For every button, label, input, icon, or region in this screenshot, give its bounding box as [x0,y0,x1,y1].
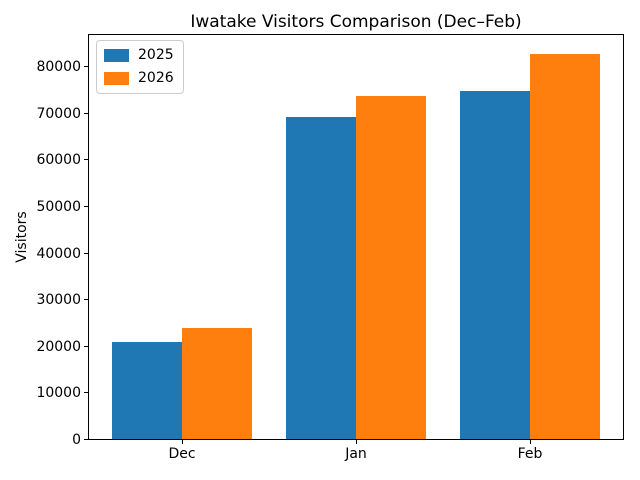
y-tick-mark [84,392,88,393]
bar-2025-jan [286,117,356,439]
bar-2026-jan [356,96,426,439]
bar-2025-feb [460,91,530,439]
x-tick-label: Dec [168,446,196,462]
y-tick-label: 60000 [36,152,81,168]
bar-2026-feb [530,54,600,439]
y-tick-label: 30000 [36,292,81,308]
y-tick-mark [84,253,88,254]
y-tick-label: 40000 [36,246,81,262]
y-tick-label: 10000 [36,385,81,401]
legend-entry: 2026 [104,69,174,88]
y-tick-label: 50000 [36,199,81,215]
legend-swatch-2025 [104,49,129,62]
y-axis-label: Visitors [14,211,30,263]
x-tick-mark [356,440,357,444]
x-tick-label: Feb [517,446,543,462]
y-tick-mark [84,346,88,347]
y-tick-mark [84,206,88,207]
y-tick-label: 0 [72,432,81,448]
x-tick-label: Jan [345,446,367,462]
y-tick-mark [84,66,88,67]
y-tick-mark [84,439,88,440]
legend-entry: 2025 [104,46,174,65]
legend-label: 2026 [138,70,174,86]
legend-swatch-2026 [104,72,129,85]
bar-2026-dec [182,328,252,439]
x-tick-mark [530,440,531,444]
chart-title: Iwatake Visitors Comparison (Dec–Feb) [190,12,522,32]
y-tick-mark [84,113,88,114]
legend-label: 2025 [138,47,174,63]
legend: 2025 2026 [96,40,184,94]
bar-2025-dec [112,342,182,439]
y-tick-label: 80000 [36,59,81,75]
y-tick-mark [84,159,88,160]
y-tick-label: 70000 [36,106,81,122]
plot-area [88,34,624,440]
x-tick-mark [182,440,183,444]
y-tick-label: 20000 [36,339,81,355]
y-tick-mark [84,299,88,300]
